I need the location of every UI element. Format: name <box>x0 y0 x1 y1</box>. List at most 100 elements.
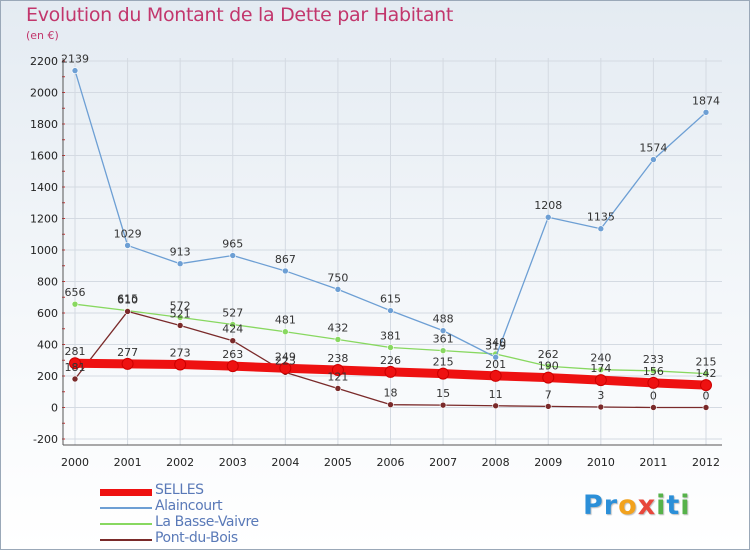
chart-title: Evolution du Montant de la Dette par Hab… <box>26 4 454 26</box>
data-label-la-basse-vaivre: 481 <box>275 314 296 327</box>
data-label-pont-du-bois: 223 <box>275 354 296 367</box>
y-tick-label: 800 <box>37 276 58 289</box>
x-tick-label: 2007 <box>429 456 457 469</box>
y-tick-label: 600 <box>37 307 58 320</box>
legend-swatch <box>100 523 152 525</box>
data-label-alaincourt: 1135 <box>587 211 615 224</box>
y-tick-label: 0 <box>51 402 58 415</box>
data-label-alaincourt: 867 <box>275 253 296 266</box>
data-point-alaincourt <box>650 156 657 163</box>
data-point-alaincourt <box>597 225 605 233</box>
logo-letter: x <box>637 490 657 521</box>
data-label-alaincourt: 1029 <box>114 227 142 240</box>
data-label-pont-du-bois: 7 <box>545 388 552 401</box>
data-point-pont-du-bois <box>124 308 131 315</box>
data-label-la-basse-vaivre: 381 <box>380 329 401 342</box>
x-tick-label: 2002 <box>166 456 194 469</box>
x-tick-label: 2005 <box>324 456 352 469</box>
data-point-la-basse-vaivre <box>282 328 289 336</box>
data-point-alaincourt <box>387 307 394 314</box>
data-label-selles: 174 <box>590 362 611 375</box>
y-tick-label: 1000 <box>30 244 58 257</box>
data-point-la-basse-vaivre <box>544 362 552 370</box>
data-point-pont-du-bois <box>71 375 79 383</box>
data-label-alaincourt: 913 <box>170 246 191 259</box>
data-label-alaincourt: 2139 <box>61 53 89 66</box>
data-label-pont-du-bois: 15 <box>436 387 450 400</box>
data-point-la-basse-vaivre <box>71 300 79 308</box>
data-label-la-basse-vaivre: 615 <box>117 293 138 306</box>
data-label-la-basse-vaivre: 262 <box>538 348 559 361</box>
x-tick-label: 2008 <box>482 456 510 469</box>
data-point-selles <box>700 379 712 392</box>
data-point-la-basse-vaivre <box>387 344 394 351</box>
data-label-pont-du-bois: 521 <box>170 307 191 320</box>
y-tick-label: 400 <box>37 339 58 352</box>
data-label-selles: 249 <box>275 350 296 363</box>
data-label-alaincourt: 965 <box>222 238 243 251</box>
logo-letter: o <box>618 490 638 521</box>
data-point-la-basse-vaivre <box>439 347 447 354</box>
data-label-selles: 215 <box>433 356 454 369</box>
data-point-selles <box>174 358 187 371</box>
data-point-alaincourt <box>544 213 552 221</box>
data-label-la-basse-vaivre: 233 <box>643 353 664 366</box>
data-point-pont-du-bois <box>492 402 499 410</box>
data-point-alaincourt <box>439 327 447 334</box>
data-label-la-basse-vaivre: 240 <box>590 352 611 365</box>
data-label-alaincourt: 488 <box>433 313 454 326</box>
data-point-alaincourt <box>176 260 184 268</box>
data-label-selles: 277 <box>117 346 138 359</box>
y-tick-label: 2200 <box>30 55 58 68</box>
data-point-selles <box>331 364 344 377</box>
data-label-alaincourt: 750 <box>327 271 348 284</box>
data-label-selles: 226 <box>380 354 401 367</box>
logo-letter: r <box>603 490 619 521</box>
legend-label: Alaincourt <box>155 498 223 514</box>
x-tick-label: 2006 <box>377 456 405 469</box>
legend-label: La Basse-Vaivre <box>155 514 259 530</box>
data-label-alaincourt: 1208 <box>534 199 562 212</box>
data-point-pont-du-bois <box>176 322 184 329</box>
data-point-selles <box>279 362 292 375</box>
data-label-la-basse-vaivre: 656 <box>65 286 86 299</box>
data-label-selles: 142 <box>696 367 717 380</box>
data-label-pont-du-bois: 181 <box>65 361 86 374</box>
data-label-selles: 263 <box>222 348 243 361</box>
data-label-alaincourt: 319 <box>485 339 506 352</box>
data-point-pont-du-bois <box>439 401 447 409</box>
legend-swatch <box>100 488 152 496</box>
data-label-selles: 238 <box>327 352 348 365</box>
y-tick-label: 1200 <box>30 213 58 226</box>
x-tick-label: 2009 <box>534 456 562 469</box>
data-point-selles <box>226 360 239 373</box>
data-label-selles: 190 <box>538 360 559 373</box>
data-label-la-basse-vaivre: 572 <box>170 299 191 312</box>
data-label-pont-du-bois: 424 <box>222 323 243 336</box>
data-label-selles: 281 <box>65 345 86 358</box>
data-point-pont-du-bois <box>650 404 657 411</box>
data-point-alaincourt <box>334 286 342 293</box>
data-point-alaincourt <box>124 242 131 249</box>
legend-swatch <box>100 539 152 541</box>
x-tick-label: 2012 <box>692 456 720 469</box>
data-point-pont-du-bois <box>334 385 342 392</box>
data-point-selles <box>542 371 555 384</box>
x-tick-label: 2010 <box>587 456 615 469</box>
legend-label: Pont-du-Bois <box>155 530 238 546</box>
data-label-pont-du-bois: 0 <box>703 390 710 403</box>
data-point-la-basse-vaivre <box>650 367 657 375</box>
data-point-alaincourt <box>229 252 237 259</box>
data-point-pont-du-bois <box>387 401 394 408</box>
x-tick-label: 2004 <box>271 456 299 469</box>
data-label-alaincourt: 615 <box>380 293 401 306</box>
y-tick-label: 1400 <box>30 181 58 194</box>
data-point-pont-du-bois <box>702 404 710 411</box>
data-point-selles <box>437 367 450 380</box>
chart-subtitle: (en €) <box>26 29 59 42</box>
data-point-la-basse-vaivre <box>229 321 237 328</box>
data-point-alaincourt <box>702 109 710 116</box>
data-label-la-basse-vaivre: 361 <box>433 333 454 346</box>
data-label-la-basse-vaivre: 215 <box>696 356 717 369</box>
